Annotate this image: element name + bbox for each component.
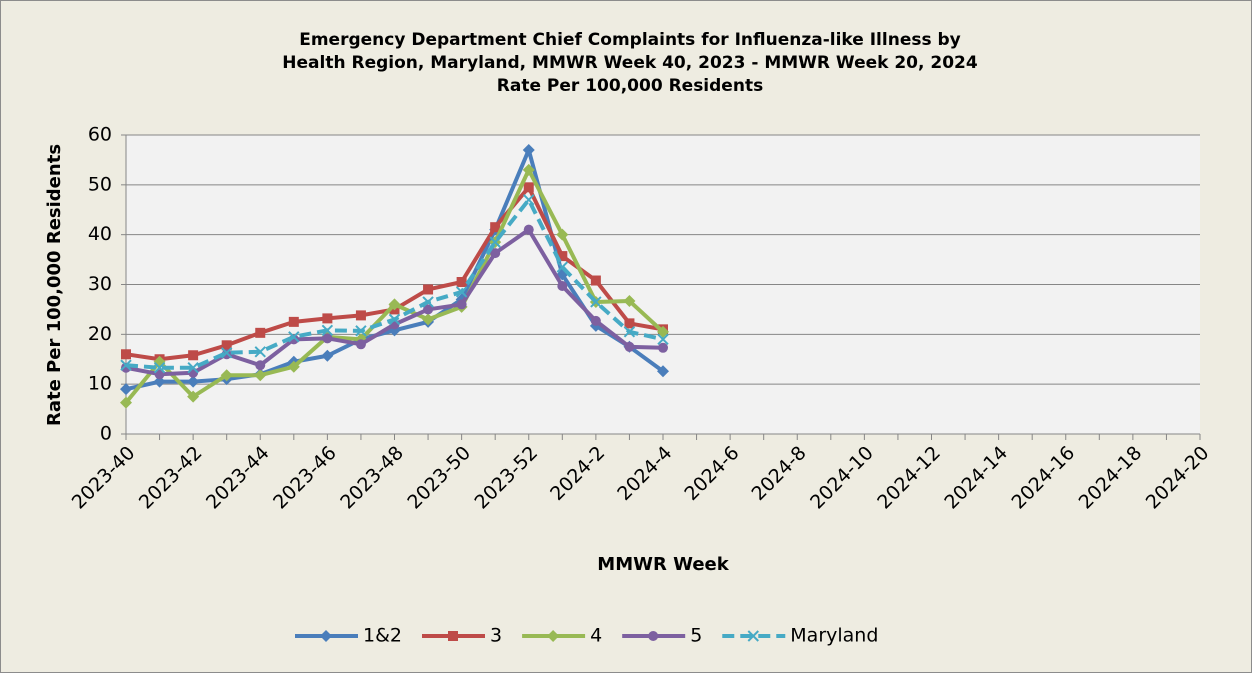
marker — [422, 313, 435, 326]
marker — [388, 298, 401, 311]
marker — [255, 327, 266, 338]
chart-title: Rate Per 100,000 Residents — [497, 76, 763, 96]
marker — [490, 222, 501, 233]
marker — [489, 236, 501, 248]
marker — [153, 362, 166, 374]
marker — [747, 630, 759, 642]
marker — [287, 360, 300, 373]
legend-label: 3 — [490, 625, 502, 647]
marker — [590, 275, 601, 286]
marker — [657, 333, 669, 346]
y-tick-label: 40 — [88, 223, 112, 245]
legend-label: 4 — [590, 625, 602, 647]
marker — [154, 369, 165, 380]
marker — [254, 369, 267, 382]
marker — [221, 349, 232, 360]
marker — [355, 325, 367, 337]
x-axis-title: MMWR Week — [597, 554, 729, 575]
legend: 1&2 3 4 5 Maryland — [295, 625, 878, 647]
marker — [422, 296, 434, 308]
y-tick-label: 0 — [100, 423, 112, 445]
legend-label: Maryland — [790, 625, 878, 647]
chart-title: Health Region, Maryland, MMWR Week 40, 2… — [282, 53, 978, 73]
marker — [255, 360, 266, 371]
marker — [523, 182, 534, 193]
marker — [188, 350, 199, 361]
marker — [556, 228, 569, 241]
y-tick-label: 60 — [88, 124, 112, 146]
marker — [288, 316, 299, 327]
marker — [288, 331, 300, 343]
marker — [355, 310, 366, 321]
marker — [456, 299, 467, 310]
marker — [624, 318, 635, 329]
marker — [455, 286, 468, 298]
marker — [220, 347, 233, 359]
marker — [187, 375, 200, 388]
marker — [547, 630, 560, 642]
legend-label: 1&2 — [363, 625, 402, 647]
marker — [623, 294, 636, 307]
marker — [423, 304, 434, 315]
marker — [556, 261, 569, 273]
marker — [448, 631, 458, 641]
marker — [557, 280, 568, 291]
marker — [590, 315, 601, 326]
marker — [322, 333, 333, 344]
y-tick-label: 10 — [88, 373, 112, 395]
marker — [120, 396, 132, 409]
marker — [523, 224, 534, 235]
marker — [221, 340, 232, 351]
marker — [321, 349, 334, 362]
legend-label: 5 — [690, 625, 702, 647]
marker — [187, 362, 199, 374]
marker — [624, 341, 635, 352]
marker — [322, 313, 333, 324]
marker — [490, 248, 501, 259]
marker — [522, 163, 535, 176]
y-tick-label: 20 — [88, 323, 112, 345]
marker — [153, 375, 166, 388]
marker — [657, 325, 669, 338]
marker — [320, 630, 332, 642]
marker — [658, 342, 668, 353]
marker — [423, 284, 434, 295]
marker — [456, 277, 467, 288]
marker — [120, 359, 132, 371]
y-axis-title: Rate Per 100,000 Residents — [44, 144, 65, 426]
marker — [254, 346, 266, 358]
y-tick-label: 30 — [88, 273, 112, 295]
marker — [657, 365, 669, 378]
chart-title: Emergency Department Chief Complaints fo… — [299, 30, 961, 50]
marker — [187, 390, 200, 403]
marker — [355, 339, 366, 350]
marker — [522, 143, 535, 156]
marker — [557, 251, 568, 262]
marker — [590, 296, 602, 308]
marker — [648, 631, 659, 641]
marker — [120, 383, 132, 396]
marker — [623, 326, 636, 338]
y-tick-label: 50 — [88, 173, 112, 195]
marker — [388, 313, 401, 326]
marker — [220, 369, 233, 382]
marker — [523, 194, 535, 206]
marker — [321, 324, 334, 337]
marker — [121, 349, 131, 360]
